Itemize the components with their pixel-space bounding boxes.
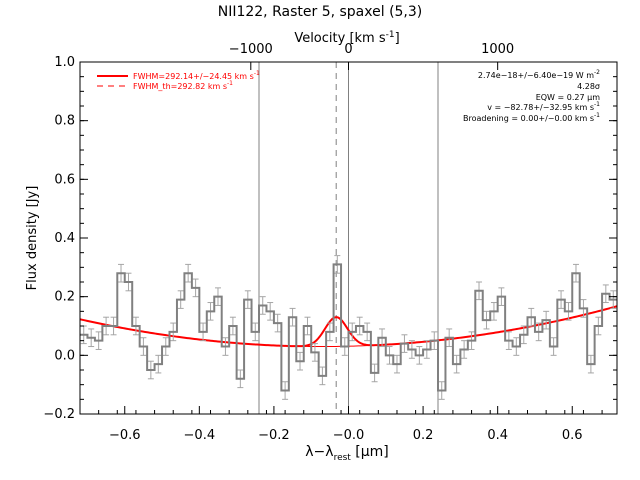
legend-label-fwhm-th: FWHM_th=292.82 km s-1 (133, 80, 233, 91)
fit-annotations: 2.74e−18+/−6.40e−19 W m-2 4.28σ EQW = 0.… (463, 69, 600, 123)
plot-frame (79, 61, 618, 415)
legend: FWHM=292.14+/−24.45 km s-1 FWHM_th=292.8… (97, 70, 260, 91)
y-tick-label-5: 0.8 (54, 114, 75, 129)
x-tick-label-3: −0.0 (333, 428, 365, 443)
y-tick-label-1: 0.0 (54, 348, 75, 363)
x-tick-label-6: 0.6 (562, 428, 583, 443)
vertical-lines (258, 62, 439, 414)
annotation-velocity: v = −82.78+/−32.95 km s-1 (487, 101, 600, 112)
annotation-sigma: 4.28σ (577, 82, 600, 91)
annotation-broadening: Broadening = 0.00+/−0.00 km s-1 (463, 112, 600, 123)
legend-label-fwhm: FWHM=292.14+/−24.45 km s-1 (133, 70, 260, 81)
spectrum-line (80, 263, 617, 392)
y-axis-label: Flux density [Jy] (25, 186, 40, 291)
top-tick-label-1: 0 (344, 42, 352, 57)
top-tick-label-2: 1000 (481, 42, 514, 57)
top-tick-label-0: −1000 (229, 42, 273, 57)
y-tick-label-6: 1.0 (54, 55, 75, 70)
chart-title: NII122, Raster 5, spaxel (5,3) (218, 4, 423, 20)
axis-ticks: −0.6 −0.4 −0.2 −0.0 0.2 0.4 0.6 −0.2 0.0 0.2 0.4 0.… (43, 42, 617, 443)
y-tick-label-3: 0.4 (54, 231, 75, 246)
x-axis-label: λ−λrest [μm] (305, 444, 389, 463)
x-tick-label-0: −0.6 (109, 428, 141, 443)
annotation-eqw: EQW = 0.27 μm (536, 93, 600, 102)
x-tick-label-1: −0.4 (184, 428, 216, 443)
y-tick-label-0: −0.2 (43, 407, 75, 422)
y-tick-label-4: 0.6 (54, 172, 75, 187)
x-tick-label-4: 0.2 (413, 428, 434, 443)
top-axis-label: Velocity [km s-1] (294, 30, 399, 46)
y-tick-label-2: 0.2 (54, 290, 75, 305)
annotation-flux: 2.74e−18+/−6.40e−19 W m-2 (478, 69, 600, 80)
x-tick-label-5: 0.4 (487, 428, 508, 443)
x-tick-label-2: −0.2 (258, 428, 290, 443)
